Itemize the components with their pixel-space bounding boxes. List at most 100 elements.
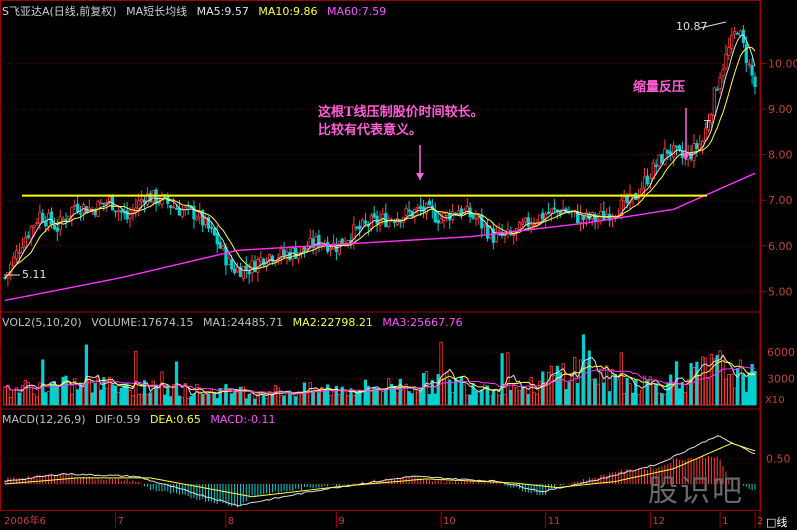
- candle: [230, 259, 234, 270]
- volume-bar: [590, 379, 594, 406]
- y-tick-label: 6.00: [768, 240, 793, 253]
- volume-bar: [192, 394, 196, 406]
- candle: [735, 32, 740, 35]
- candle: [535, 222, 539, 226]
- volume-bar: [183, 383, 187, 406]
- candle: [55, 227, 59, 232]
- volume-bar: [584, 362, 588, 406]
- candle: [227, 257, 231, 265]
- vol-title: VOL2(5,10,20): [2, 316, 82, 329]
- candle: [119, 210, 123, 213]
- volume-bar: [163, 394, 167, 406]
- t-mark: T: [704, 118, 711, 131]
- volume-bar: [602, 382, 606, 406]
- candle: [140, 199, 144, 202]
- candle: [113, 210, 118, 213]
- volume-bar: [84, 344, 88, 406]
- volume-bar: [131, 395, 135, 406]
- volume-bar: [349, 388, 353, 406]
- candle: [576, 210, 580, 224]
- volume-bar: [137, 394, 141, 406]
- volume-bar: [613, 374, 618, 406]
- candle: [180, 209, 184, 217]
- ma5-line: [4, 34, 756, 279]
- macd-header: MACD(12,26,9) DIF:0.59 DEA:0.65 MACD:-0.…: [2, 413, 282, 426]
- volume-bar: [419, 389, 423, 406]
- volume-bar: [410, 393, 414, 406]
- volume-bar: [93, 382, 97, 406]
- x-tick-label: 12: [652, 516, 665, 527]
- candle: [270, 255, 275, 262]
- volume-bar: [709, 353, 713, 406]
- volume-bar: [265, 397, 269, 406]
- candle: [672, 145, 676, 158]
- volume-bar: [657, 392, 661, 406]
- high-label: 10.87: [676, 20, 708, 33]
- candle: [282, 249, 286, 256]
- volume-bar: [750, 363, 754, 406]
- volume-bar: [672, 381, 676, 406]
- candle: [491, 228, 495, 243]
- volume-bar: [381, 391, 385, 406]
- volume-bar: [631, 392, 635, 406]
- volume-bar: [686, 379, 690, 406]
- volume-bar: [628, 383, 632, 406]
- candle: [727, 47, 731, 56]
- candle: [718, 77, 722, 89]
- volume-bar: [235, 390, 240, 406]
- candle: [532, 223, 536, 226]
- volume-bar: [660, 393, 664, 406]
- volume-bar: [116, 392, 120, 406]
- volume-bar: [616, 379, 620, 406]
- candle: [520, 222, 525, 225]
- candle: [439, 218, 443, 224]
- x-tick-label: 2006年6: [4, 514, 46, 527]
- volume-bar: [224, 384, 228, 406]
- candle: [552, 207, 557, 210]
- volume-bar: [90, 392, 94, 406]
- volume-bar: [721, 356, 725, 406]
- volume-value: VOLUME:17674.15: [91, 316, 194, 329]
- vol-ma2-line: [4, 360, 756, 396]
- volume-bar: [142, 380, 147, 406]
- candle: [102, 202, 106, 205]
- candle: [15, 250, 19, 259]
- candle: [674, 145, 679, 148]
- volume-bar: [291, 394, 295, 406]
- volume-bar: [468, 394, 472, 406]
- candle: [61, 218, 65, 221]
- bottom-label: □线: [766, 516, 788, 529]
- candle: [317, 235, 321, 247]
- candle: [663, 148, 667, 165]
- candle: [363, 220, 368, 224]
- candle: [622, 196, 626, 202]
- candle: [212, 227, 216, 236]
- candle: [436, 219, 440, 224]
- volume-bar: [221, 388, 225, 406]
- volume-bar: [311, 391, 315, 406]
- volume-bar: [64, 375, 68, 406]
- candle: [657, 154, 661, 166]
- volume-bar: [683, 392, 687, 406]
- candle: [154, 189, 158, 205]
- volume-bar: [326, 384, 330, 406]
- candle: [145, 193, 150, 205]
- volume-bar: [448, 379, 452, 406]
- volume-bar: [140, 393, 144, 406]
- volume-bar: [81, 386, 86, 406]
- candle: [645, 175, 650, 185]
- candle: [206, 217, 211, 229]
- volume-bar: [299, 391, 304, 406]
- candle: [584, 212, 588, 219]
- volume-bar: [413, 387, 417, 406]
- volume-bar: [148, 392, 152, 406]
- candle: [628, 193, 632, 204]
- volume-bar: [166, 385, 170, 406]
- volume-bar: [483, 384, 487, 406]
- volume-bar: [250, 392, 254, 406]
- volume-bar: [459, 376, 463, 406]
- candle: [427, 200, 432, 206]
- volume-bar: [692, 367, 696, 406]
- candle: [125, 210, 129, 220]
- volume-bar: [523, 387, 527, 406]
